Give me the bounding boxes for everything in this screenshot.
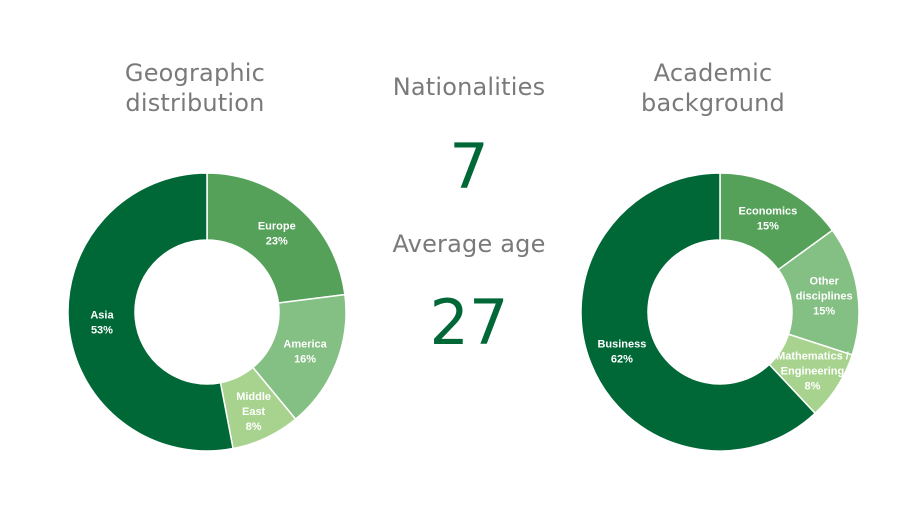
academic-slice-label-1: Other disciplines 15% [796, 275, 853, 317]
chart-title-line: background [641, 89, 785, 117]
slice-category-label: Business [597, 338, 646, 350]
slice-category-label: Mathematics / [776, 351, 849, 363]
chart-title-geographic: Geographic distribution [95, 58, 295, 118]
chart-title-line: Geographic [124, 59, 266, 87]
slice-category-label: disciplines [796, 290, 853, 302]
slice-category-label: Economics [739, 205, 798, 217]
slice-category-label: America [283, 338, 327, 350]
slice-value-label: 8% [805, 381, 821, 393]
average-age-label: Average age [392, 230, 546, 258]
slice-value-label: 53% [91, 324, 113, 336]
geographic-slice-3 [67, 172, 234, 452]
academic-slice-3 [580, 172, 817, 452]
slice-value-label: 62% [611, 353, 633, 365]
slice-value-label: 16% [294, 353, 316, 365]
geographic-slice-label-3: Asia 53% [90, 309, 114, 336]
slice-value-label: 15% [813, 305, 835, 317]
slice-value-label: 15% [757, 220, 779, 232]
slice-category-label: Europe [258, 220, 296, 232]
chart-title-academic: Academic background [613, 58, 813, 118]
slice-category-label: Middle [236, 391, 271, 403]
academic-slice-label-2: Mathematics / Engineering 8% [776, 351, 849, 393]
slice-value-label: 23% [266, 235, 288, 247]
nationalities-label: Nationalities [392, 73, 546, 101]
slice-category-label: Other [810, 275, 840, 287]
chart-title-line: distribution [125, 89, 265, 117]
slice-category-label: Asia [90, 309, 114, 321]
slice-value-label: 8% [246, 421, 262, 433]
slice-category-label: Engineering [781, 366, 845, 378]
nationalities-value: 7 [449, 130, 489, 203]
slice-category-label: East [242, 406, 266, 418]
average-age-value: 27 [429, 286, 509, 359]
academic-slice-label-3: Business 62% [597, 338, 646, 365]
chart-title-line: Academic [653, 59, 773, 87]
geographic-slice-label-2: Middle East 8% [236, 391, 271, 433]
geographic-slice-label-0: Europe 23% [258, 220, 296, 247]
academic-slice-label-0: Economics 15% [739, 205, 798, 232]
geographic-slice-0 [206, 172, 346, 304]
geographic-slice-label-1: America 16% [283, 338, 327, 365]
